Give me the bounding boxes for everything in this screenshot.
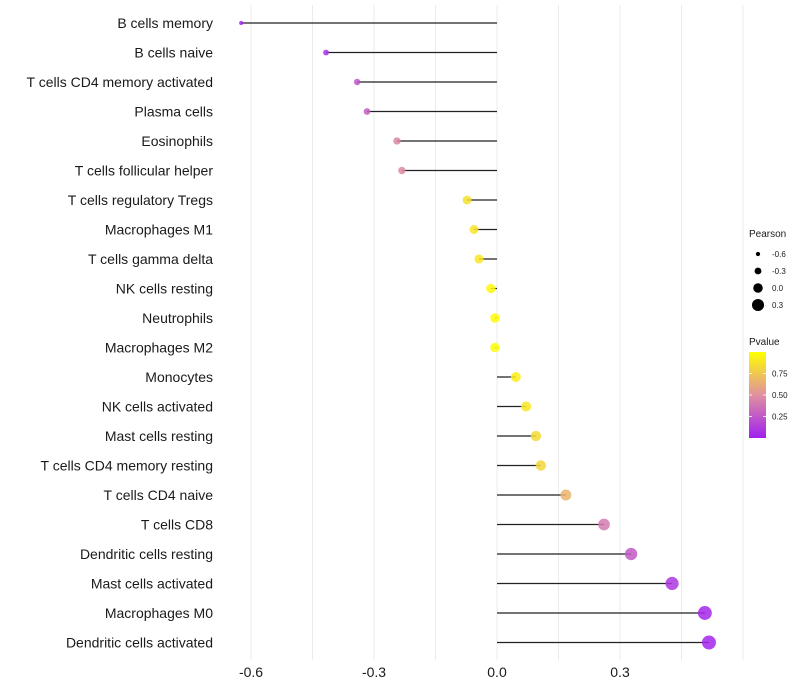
grid-lines bbox=[250, 5, 744, 660]
legend-size-label: -0.6 bbox=[772, 250, 786, 259]
legend-pearson-title: Pearson bbox=[749, 229, 786, 240]
legend-size-key bbox=[754, 267, 762, 275]
y-axis-label: T cells follicular helper bbox=[75, 163, 214, 179]
x-tick-label: 0.0 bbox=[487, 664, 507, 680]
data-point bbox=[697, 606, 712, 620]
legend-size-label: 0.3 bbox=[772, 301, 784, 310]
y-axis-label: Dendritic cells resting bbox=[80, 546, 213, 562]
data-point bbox=[393, 137, 401, 145]
data-point bbox=[560, 489, 572, 501]
y-axis-label: Mast cells activated bbox=[91, 576, 213, 592]
legend-size-label: 0.0 bbox=[772, 284, 784, 293]
y-axis-label: Mast cells resting bbox=[105, 428, 213, 444]
y-axis-label: T cells CD4 memory activated bbox=[27, 74, 213, 90]
legend-size-label: -0.3 bbox=[772, 267, 786, 276]
data-point bbox=[510, 372, 521, 382]
legend-pvalue: Pvalue 0.25 0.50 0.75 bbox=[749, 337, 788, 438]
data-point bbox=[323, 49, 329, 56]
data-point bbox=[462, 195, 472, 205]
data-point bbox=[490, 342, 500, 353]
x-tick-label: 0.3 bbox=[610, 664, 630, 680]
y-axis-label: Eosinophils bbox=[141, 133, 213, 149]
data-point bbox=[239, 20, 244, 26]
data-point bbox=[598, 518, 610, 531]
data-point bbox=[474, 254, 484, 264]
legend-pvalue-label: 0.25 bbox=[772, 413, 788, 422]
y-axis-label: Monocytes bbox=[145, 369, 213, 385]
points bbox=[239, 20, 716, 650]
y-axis-label: Dendritic cells activated bbox=[66, 635, 213, 651]
y-axis-labels: B cells memory B cells naive T cells CD4 m… bbox=[27, 15, 214, 651]
y-axis-label: Neutrophils bbox=[142, 310, 213, 326]
y-axis-label: T cells CD4 naive bbox=[104, 487, 214, 503]
legend-colorbar bbox=[749, 352, 766, 438]
x-tick-label: -0.3 bbox=[362, 664, 386, 680]
y-axis-label: T cells regulatory Tregs bbox=[68, 192, 213, 208]
data-point bbox=[521, 401, 532, 412]
data-point bbox=[535, 460, 547, 471]
legend-pvalue-label: 0.75 bbox=[772, 370, 788, 379]
data-point bbox=[701, 635, 716, 650]
data-point bbox=[363, 108, 371, 115]
y-axis-label: Macrophages M1 bbox=[105, 222, 213, 238]
y-axis-label: NK cells activated bbox=[102, 399, 213, 415]
legend-size-key bbox=[753, 283, 763, 293]
x-tick-label: -0.6 bbox=[239, 664, 263, 680]
x-axis-ticks: -0.6 -0.3 0.0 0.3 bbox=[239, 664, 630, 680]
stems bbox=[241, 22, 709, 644]
data-point bbox=[469, 225, 479, 234]
y-axis-label: Plasma cells bbox=[134, 104, 213, 120]
y-axis-label: B cells memory bbox=[117, 15, 213, 31]
legend-pvalue-label: 0.50 bbox=[772, 391, 788, 400]
y-axis-label: Macrophages M0 bbox=[105, 605, 213, 621]
y-axis-label: T cells gamma delta bbox=[88, 251, 213, 267]
data-point bbox=[490, 313, 500, 323]
legend-pvalue-title: Pvalue bbox=[749, 337, 780, 348]
legend-pearson: Pearson -0.6 -0.3 0.0 0.3 bbox=[749, 229, 786, 312]
y-axis-label: NK cells resting bbox=[116, 281, 213, 297]
legend-size-key bbox=[755, 251, 761, 257]
data-point bbox=[486, 283, 496, 294]
data-point bbox=[530, 430, 542, 442]
data-point bbox=[398, 166, 406, 175]
legend-size-key bbox=[751, 298, 765, 312]
data-point bbox=[665, 576, 679, 591]
data-point bbox=[353, 78, 361, 86]
y-axis-label: B cells naive bbox=[134, 45, 213, 61]
y-axis-label: T cells CD4 memory resting bbox=[41, 458, 213, 474]
data-point bbox=[624, 547, 638, 561]
y-axis-label: Macrophages M2 bbox=[105, 340, 213, 356]
y-axis-label: T cells CD8 bbox=[141, 517, 213, 533]
